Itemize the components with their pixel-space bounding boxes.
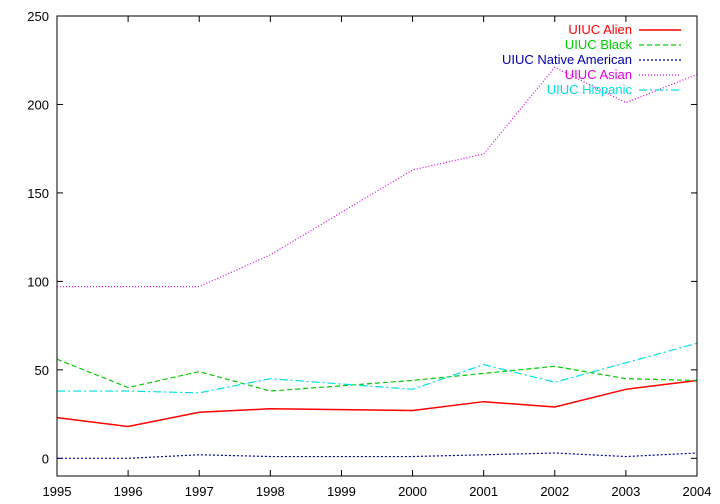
x-tick-label: 2003 bbox=[611, 484, 640, 499]
y-tick-label: 50 bbox=[35, 363, 49, 378]
plot-frame bbox=[56, 15, 698, 477]
series-line-uiuc-hispanic bbox=[57, 342, 698, 394]
x-tick-label: 2001 bbox=[469, 484, 498, 499]
series-line-uiuc-native-american bbox=[57, 452, 698, 459]
y-tick-label: 200 bbox=[27, 97, 49, 112]
x-tick-label: 1997 bbox=[185, 484, 214, 499]
x-tick-label: 2002 bbox=[540, 484, 569, 499]
x-tick-label: 2004 bbox=[683, 484, 712, 499]
y-tick-label: 0 bbox=[42, 451, 49, 466]
x-tick-label: 2000 bbox=[398, 484, 427, 499]
legend-label: UIUC Hispanic bbox=[547, 82, 633, 97]
legend-label: UIUC Asian bbox=[565, 67, 632, 82]
x-axis-labels: 1995 1996 1997 1998 1999 2000 2001 2002 2003 2004 bbox=[43, 484, 712, 499]
series-line-uiuc-black bbox=[56, 358, 698, 392]
x-tick-label: 1996 bbox=[114, 484, 143, 499]
tick-marks bbox=[56, 15, 698, 476]
legend-label: UIUC Black bbox=[565, 37, 633, 52]
x-tick-label: 1999 bbox=[327, 484, 356, 499]
y-tick-label: 150 bbox=[27, 186, 49, 201]
x-tick-label: 1998 bbox=[256, 484, 285, 499]
y-tick-label: 250 bbox=[27, 9, 49, 24]
x-tick-label: 1995 bbox=[43, 484, 72, 499]
series-line-uiuc-asian bbox=[57, 66, 698, 288]
legend-label: UIUC Alien bbox=[568, 22, 632, 37]
y-axis-labels: 0 50 100 150 200 250 bbox=[27, 9, 49, 466]
legend-label: UIUC Native American bbox=[502, 52, 632, 67]
series-line-uiuc-alien bbox=[56, 379, 698, 428]
series-lines bbox=[56, 66, 698, 459]
y-tick-label: 100 bbox=[27, 274, 49, 289]
